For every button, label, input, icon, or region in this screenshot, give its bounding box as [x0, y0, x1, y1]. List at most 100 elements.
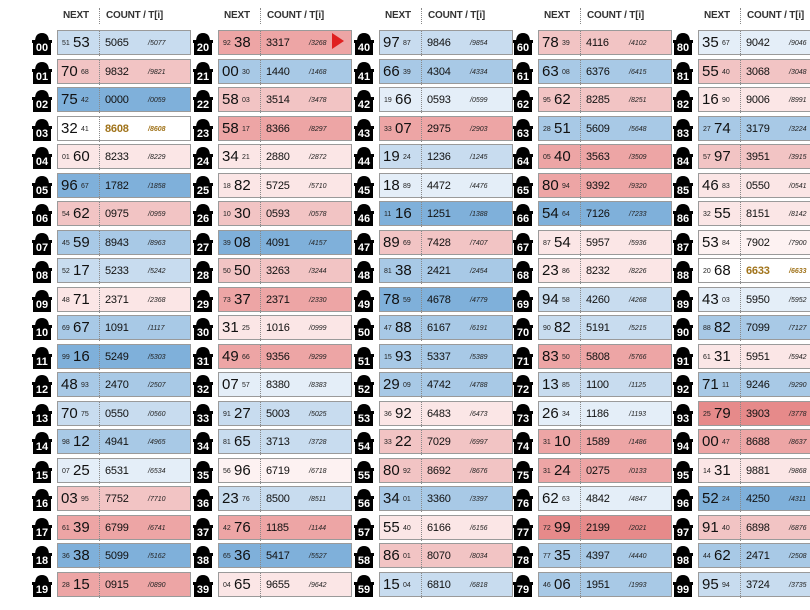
register-row[interactable]: 27 39 08 4091/4157: [191, 229, 356, 257]
register-row[interactable]: 02 42 75 0000/0059: [30, 86, 195, 114]
register-row[interactable]: 04 01 60 8233/8229: [30, 143, 195, 171]
register-row[interactable]: 47 69 89 7428/7407: [352, 229, 517, 257]
register-row[interactable]: 83 27 74 3179/3224: [671, 115, 810, 143]
register-row[interactable]: 18 36 38 5099/5162: [30, 542, 195, 570]
register-row[interactable]: 92 11 71 9246/9290: [671, 371, 810, 399]
register-row[interactable]: 54 33 22 7029/6997: [352, 428, 517, 456]
register-row[interactable]: 40 87 97 9846/9854: [352, 29, 517, 57]
register-row[interactable]: 49 59 78 4678/4779: [352, 286, 517, 314]
register-row[interactable]: 15 07 25 6531/6534: [30, 457, 195, 485]
register-row[interactable]: 22 03 58 3514/3478: [191, 86, 356, 114]
register-row[interactable]: 66 64 54 7126/7233: [511, 200, 676, 228]
register-row[interactable]: 16 95 03 7752/7710: [30, 485, 195, 513]
register-row[interactable]: 94 47 00 8688/8637: [671, 428, 810, 456]
register-row[interactable]: 45 89 18 4472/4476: [352, 172, 517, 200]
register-row[interactable]: 42 19 66 0593/0599: [352, 86, 517, 114]
register-row[interactable]: 71 50 83 5808/5766: [511, 343, 676, 371]
register-row[interactable]: 05 67 96 1782/1858: [30, 172, 195, 200]
register-row[interactable]: 67 87 54 5957/5936: [511, 229, 676, 257]
register-row[interactable]: 82 90 16 9006/8991: [671, 86, 810, 114]
register-row[interactable]: 30 25 31 1016/0999: [191, 314, 356, 342]
register-row[interactable]: 48 81 38 2421/2454: [352, 257, 517, 285]
register-row[interactable]: 14 98 12 4941/4965: [30, 428, 195, 456]
register-row[interactable]: 64 05 40 3563/3509: [511, 143, 676, 171]
register-row[interactable]: 28 50 50 3263/3244: [191, 257, 356, 285]
register-row[interactable]: 23 17 58 8366/8297: [191, 115, 356, 143]
register-row[interactable]: 87 84 53 7902/7900: [671, 229, 810, 257]
register-row[interactable]: 91 61 31 5951/5942: [671, 343, 810, 371]
register-row[interactable]: 55 92 80 8692/8676: [352, 457, 517, 485]
register-row[interactable]: 95 14 31 9881/9868: [671, 457, 810, 485]
register-row[interactable]: 70 90 82 5191/5215: [511, 314, 676, 342]
register-row[interactable]: 38 65 36 5417/5527: [191, 542, 356, 570]
register-row[interactable]: 99 94 95 3724/3735: [671, 571, 810, 599]
register-row[interactable]: 61 08 63 6376/6415: [511, 58, 676, 86]
register-row[interactable]: 52 09 29 4742/4788: [352, 371, 517, 399]
register-row[interactable]: 90 88 82 7099/7127: [671, 314, 810, 342]
register-row[interactable]: 19 28 15 0915/0890: [30, 571, 195, 599]
register-row[interactable]: 46 11 16 1251/1388: [352, 200, 517, 228]
register-row[interactable]: 84 57 97 3951/3915: [671, 143, 810, 171]
register-row[interactable]: 78 77 35 4397/4440: [511, 542, 676, 570]
register-row[interactable]: 98 44 62 2471/2508: [671, 542, 810, 570]
register-row[interactable]: 57 40 55 6166/6156: [352, 514, 517, 542]
register-row[interactable]: 35 56 96 6719/6718: [191, 457, 356, 485]
register-row[interactable]: 75 31 24 0275/0133: [511, 457, 676, 485]
register-row[interactable]: 00 51 53 5065/5077: [30, 29, 195, 57]
register-row[interactable]: 29 73 37 2371/2330: [191, 286, 356, 314]
register-row[interactable]: 36 76 23 8500/8511: [191, 485, 356, 513]
register-row[interactable]: 10 69 67 1091/1117: [30, 314, 195, 342]
register-row[interactable]: 06 54 62 0975/0959: [30, 200, 195, 228]
register-row[interactable]: 56 01 34 3360/3397: [352, 485, 517, 513]
register-row[interactable]: 26 10 30 0593/0578: [191, 200, 356, 228]
register-row[interactable]: 68 86 23 8232/8226: [511, 257, 676, 285]
register-row[interactable]: 51 15 93 5337/5389: [352, 343, 517, 371]
register-row[interactable]: 79 46 06 1951/1993: [511, 571, 676, 599]
register-row[interactable]: 85 83 46 0550/0541: [671, 172, 810, 200]
register-row[interactable]: 62 95 62 8285/8251: [511, 86, 676, 114]
register-row[interactable]: 65 94 80 9392/9320: [511, 172, 676, 200]
register-row[interactable]: 53 36 92 6483/6473: [352, 400, 517, 428]
register-row[interactable]: 07 45 59 8943/8963: [30, 229, 195, 257]
register-row[interactable]: 01 68 70 9832/9821: [30, 58, 195, 86]
register-row[interactable]: 41 39 66 4304/4334: [352, 58, 517, 86]
register-row[interactable]: 77 72 99 2199/2021: [511, 514, 676, 542]
register-row[interactable]: 34 81 65 3713/3728: [191, 428, 356, 456]
register-row[interactable]: 03 41 32 8608/8608: [30, 115, 195, 143]
register-row[interactable]: 09 48 71 2371/2368: [30, 286, 195, 314]
register-row[interactable]: 20 92 38 3317/3268: [191, 29, 356, 57]
register-row[interactable]: 31 66 49 9356/9299: [191, 343, 356, 371]
register-row[interactable]: 17 61 39 6799/6741: [30, 514, 195, 542]
register-row[interactable]: 08 52 17 5233/5242: [30, 257, 195, 285]
register-row[interactable]: 33 91 27 5003/5025: [191, 400, 356, 428]
register-row[interactable]: 96 24 52 4250/4311: [671, 485, 810, 513]
register-row[interactable]: 37 42 76 1185/1144: [191, 514, 356, 542]
register-row[interactable]: 89 03 43 5950/5952: [671, 286, 810, 314]
register-row[interactable]: 73 34 26 1186/1193: [511, 400, 676, 428]
register-row[interactable]: 58 01 86 8070/8034: [352, 542, 517, 570]
register-row[interactable]: 60 39 78 4116/4102: [511, 29, 676, 57]
register-row[interactable]: 13 75 70 0550/0560: [30, 400, 195, 428]
register-row[interactable]: 86 32 55 8151/8142: [671, 200, 810, 228]
register-row[interactable]: 76 63 62 4842/4847: [511, 485, 676, 513]
register-row[interactable]: 32 57 07 8380/8383: [191, 371, 356, 399]
register-row[interactable]: 21 30 00 1440/1468: [191, 58, 356, 86]
register-row[interactable]: 24 21 34 2880/2872: [191, 143, 356, 171]
register-row[interactable]: 74 31 10 1589/1486: [511, 428, 676, 456]
register-row[interactable]: 88 20 68 6633/6633: [671, 257, 810, 285]
register-row[interactable]: 97 40 91 6898/6876: [671, 514, 810, 542]
register-row[interactable]: 50 47 88 6167/6191: [352, 314, 517, 342]
register-row[interactable]: 43 33 07 2975/2903: [352, 115, 517, 143]
register-row[interactable]: 39 04 65 9655/9642: [191, 571, 356, 599]
register-row[interactable]: 59 04 15 6810/6818: [352, 571, 517, 599]
register-row[interactable]: 12 93 48 2470/2507: [30, 371, 195, 399]
register-row[interactable]: 63 28 51 5609/5648: [511, 115, 676, 143]
register-row[interactable]: 11 99 16 5249/5303: [30, 343, 195, 371]
register-row[interactable]: 80 67 35 9042/9046: [671, 29, 810, 57]
register-row[interactable]: 81 40 55 3068/3048: [671, 58, 810, 86]
register-row[interactable]: 72 85 13 1100/1125: [511, 371, 676, 399]
register-row[interactable]: 25 18 82 5725/5710: [191, 172, 356, 200]
register-row[interactable]: 44 24 19 1236/1245: [352, 143, 517, 171]
register-row[interactable]: 69 58 94 4260/4268: [511, 286, 676, 314]
register-row[interactable]: 93 25 79 3903/3778: [671, 400, 810, 428]
